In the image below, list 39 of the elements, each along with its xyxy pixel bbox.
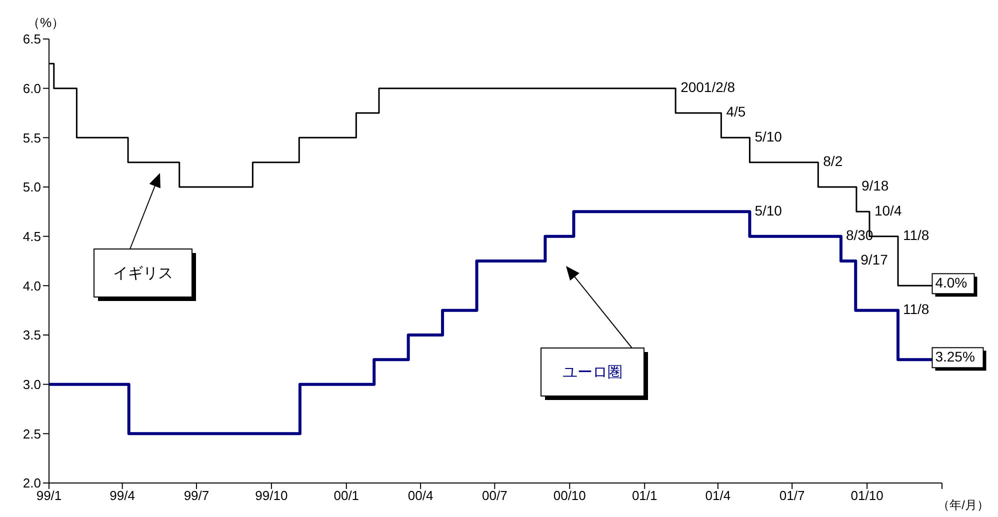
y-tick-label: 6.0 [22, 80, 41, 96]
x-tick-label: 99/7 [184, 488, 210, 504]
annotation: 8/2 [823, 153, 843, 170]
y-tick-label: 3.5 [22, 328, 41, 343]
y-tick-label: 4.5 [22, 228, 41, 244]
x-tick-label: 01/10 [850, 488, 884, 504]
annotation: 9/17 [860, 252, 888, 268]
x-tick-label: 00/7 [482, 488, 508, 504]
y-tick-label: 2.5 [22, 426, 41, 442]
x-axis-title: （年/月） [938, 498, 989, 512]
annotation: 8/30 [846, 227, 874, 244]
x-tick-label: 00/10 [553, 488, 586, 504]
y-tick-label: 4.0 [22, 278, 41, 294]
annotation: 3.25% [935, 348, 975, 364]
x-tick-label: 01/4 [705, 488, 731, 504]
x-tick-label: 99/10 [255, 488, 288, 504]
annotation: 11/8 [903, 301, 930, 318]
x-tick-label: 01/7 [779, 488, 805, 504]
text: イギリス [113, 264, 173, 282]
annotation: 5/10 [754, 128, 782, 144]
annotation: 10/4 [874, 202, 902, 218]
x-tick-label: 00/1 [334, 488, 360, 504]
annotation: 9/18 [861, 178, 889, 194]
annotation: 4/5 [726, 104, 746, 120]
x-tick-label: 00/4 [408, 488, 434, 504]
y-tick-label: 5.5 [22, 130, 41, 146]
annotation: 5/10 [754, 202, 782, 218]
annotation: 11/8 [903, 227, 930, 244]
y-tick-label: 2.0 [22, 476, 41, 491]
x-tick-label: 99/1 [36, 488, 62, 504]
x-tick-label: 99/4 [110, 488, 135, 504]
annotation: 4.0% [935, 274, 968, 290]
text: ユーロ圏 [562, 364, 622, 381]
y-axis-title: （%） [27, 15, 65, 30]
annotation: 2001/2/8 [680, 79, 736, 96]
y-tick-label: 6.5 [22, 32, 41, 47]
y-tick-label: 5.0 [22, 180, 41, 195]
y-tick-label: 3.0 [22, 376, 41, 392]
x-tick-label: 01/1 [632, 488, 658, 504]
